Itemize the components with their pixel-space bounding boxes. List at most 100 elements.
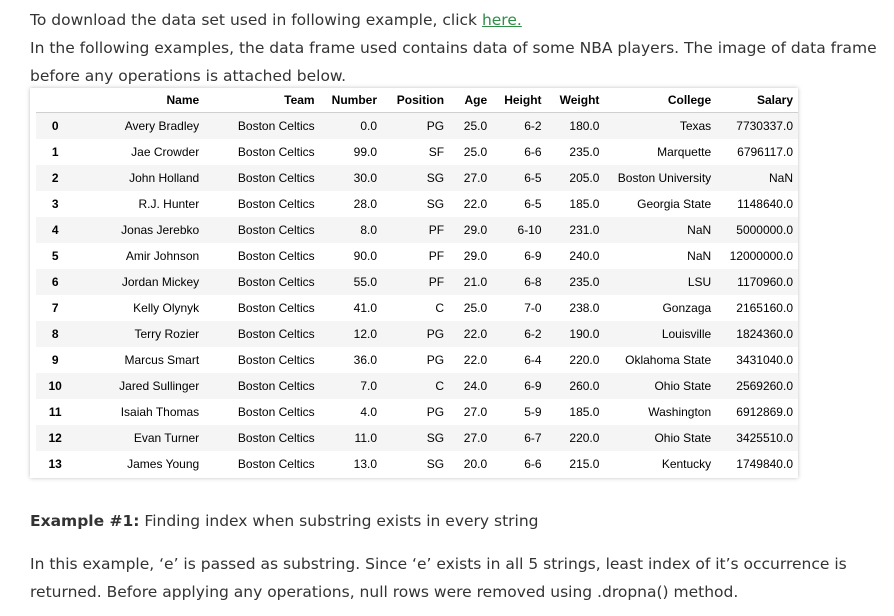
table-cell: Boston Celtics	[237, 405, 315, 419]
table-row: 3 R.J. Hunter Boston Celtics 28.0 SG 22.0 6-5 1…	[36, 191, 798, 217]
table-cell: Marquette	[657, 145, 712, 159]
table-cell: 235.0	[569, 275, 600, 289]
table-cell: PF	[428, 249, 445, 263]
table-cell: Boston Celtics	[237, 379, 315, 393]
column-header: Salary	[716, 88, 798, 113]
table-cell: 6-5	[524, 171, 542, 185]
table-cell: C	[435, 379, 445, 393]
row-index: 9	[51, 353, 59, 367]
table-cell: 12000000.0	[729, 249, 793, 263]
table-cell: 29.0	[463, 249, 488, 263]
table-cell: 6-9	[524, 379, 542, 393]
table-cell: 0.0	[360, 119, 378, 133]
table-cell: 6-2	[524, 327, 542, 341]
table-row: 2 John Holland Boston Celtics 30.0 SG 27.0 6-5…	[36, 165, 798, 191]
table-cell: Marcus Smart	[124, 353, 200, 367]
table-row: 4 Jonas Jerebko Boston Celtics 8.0 PF 29.0 6-1…	[36, 217, 798, 243]
column-header: College	[604, 88, 717, 113]
table-cell: Boston Celtics	[237, 353, 315, 367]
table-cell: NaN	[687, 223, 712, 237]
table-row: 12 Evan Turner Boston Celtics 11.0 SG 27.0 6-7…	[36, 425, 798, 451]
table-cell: 7.0	[360, 379, 378, 393]
table-cell: 6-6	[524, 457, 542, 471]
table-cell: Jonas Jerebko	[121, 223, 200, 237]
column-header: Position	[382, 88, 450, 113]
table-cell: 5000000.0	[736, 223, 793, 237]
table-cell: Jared Sullinger	[119, 379, 200, 393]
table-cell: R.J. Hunter	[138, 197, 200, 211]
row-index: 11	[48, 405, 62, 419]
table-cell: SG	[426, 431, 445, 445]
dataframe-image: Name Team Number Position Age Height Weight Col…	[30, 88, 798, 478]
table-cell: NaN	[768, 171, 793, 185]
table-cell: 24.0	[463, 379, 488, 393]
table-cell: Louisville	[661, 327, 712, 341]
table-cell: 30.0	[353, 171, 378, 185]
example-title: Example #1: Finding index when substring…	[30, 512, 539, 530]
table-row: 13 James Young Boston Celtics 13.0 SG 20.0 6-6…	[36, 451, 798, 477]
table-cell: Ohio State	[654, 431, 712, 445]
table-cell: 238.0	[569, 301, 600, 315]
table-cell: NaN	[687, 249, 712, 263]
table-cell: 185.0	[569, 405, 600, 419]
table-cell: Evan Turner	[133, 431, 200, 445]
table-cell: Boston Celtics	[237, 223, 315, 237]
table-cell: 235.0	[569, 145, 600, 159]
table-row: 6 Jordan Mickey Boston Celtics 55.0 PF 21.0 6-…	[36, 269, 798, 295]
table-cell: 2569260.0	[736, 379, 793, 393]
table-cell: 240.0	[569, 249, 600, 263]
table-cell: Boston Celtics	[237, 431, 315, 445]
table-cell: Boston Celtics	[237, 119, 315, 133]
table-cell: 205.0	[569, 171, 600, 185]
table-cell: 180.0	[569, 119, 600, 133]
table-cell: 6-9	[524, 249, 542, 263]
table-cell: 6-8	[524, 275, 542, 289]
table-cell: 27.0	[463, 431, 488, 445]
download-link[interactable]: here.	[481, 11, 522, 29]
table-row: 0 Avery Bradley Boston Celtics 0.0 PG 25.0 6-2…	[36, 112, 798, 139]
table-cell: Jordan Mickey	[121, 275, 200, 289]
table-cell: 4.0	[360, 405, 378, 419]
table-cell: PG	[426, 405, 445, 419]
table-cell: SG	[426, 197, 445, 211]
table-cell: 6-10	[517, 223, 542, 237]
row-index: 1	[51, 145, 59, 159]
table-cell: 1824360.0	[736, 327, 793, 341]
table-cell: 28.0	[353, 197, 378, 211]
table-cell: 25.0	[463, 301, 488, 315]
table-row: 7 Kelly Olynyk Boston Celtics 41.0 C 25.0 7-0 2…	[36, 295, 798, 321]
table-cell: 7730337.0	[736, 119, 793, 133]
table-body: 0 Avery Bradley Boston Celtics 0.0 PG 25.0 6-2…	[36, 112, 798, 478]
example-title-bold: Example #1:	[30, 512, 140, 530]
table-cell: Avery Bradley	[124, 119, 200, 133]
table-cell: Boston Celtics	[237, 197, 315, 211]
table-cell: Amir Johnson	[125, 249, 200, 263]
table-cell: 7-0	[524, 301, 542, 315]
table-cell: Boston Celtics	[237, 457, 315, 471]
table-cell: SF	[428, 145, 445, 159]
table-cell: 22.0	[463, 353, 488, 367]
table-cell: Washington	[648, 405, 712, 419]
row-index: 5	[51, 249, 59, 263]
table-cell: Texas	[679, 119, 712, 133]
table-cell: C	[435, 301, 445, 315]
table-cell: 2165160.0	[736, 301, 793, 315]
intro-paragraph-2: In the following examples, the data fram…	[30, 39, 877, 85]
table-row: 10 Jared Sullinger Boston Celtics 7.0 C 24.0 6…	[36, 373, 798, 399]
column-header: Number	[319, 88, 383, 113]
table-cell: 12.0	[353, 327, 378, 341]
table-cell: Kentucky	[661, 457, 712, 471]
table-cell: Boston Celtics	[237, 171, 315, 185]
table-cell: 90.0	[353, 249, 378, 263]
table-header-row: Name Team Number Position Age Height Weight Col…	[36, 88, 798, 113]
table-cell: 99.0	[353, 145, 378, 159]
table-cell: Kelly Olynyk	[133, 301, 200, 315]
column-header: Height	[492, 88, 547, 113]
table-cell: 3431040.0	[736, 353, 793, 367]
intro-line-1-text: To download the data set used in followi…	[30, 11, 482, 29]
table-cell: Boston Celtics	[237, 301, 315, 315]
table-cell: 220.0	[569, 353, 600, 367]
row-index: 10	[48, 379, 62, 393]
table-cell: 215.0	[569, 457, 600, 471]
table-cell: 260.0	[569, 379, 600, 393]
